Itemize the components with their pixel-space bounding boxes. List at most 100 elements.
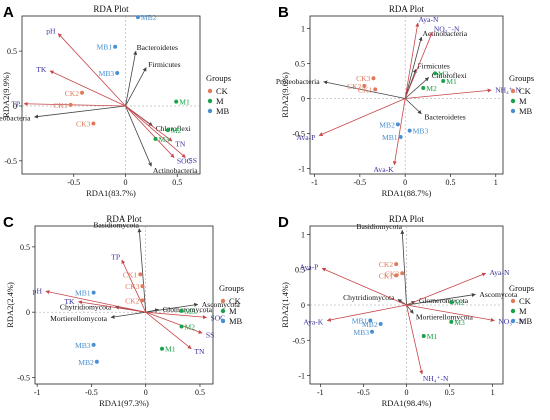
sample-point — [135, 15, 140, 20]
y-axis-label: RDA2(9.9%) — [1, 72, 11, 118]
x-axis-label: RDA1(83.7%) — [86, 188, 136, 198]
y-tick-label: 0.5 — [7, 47, 17, 56]
plot-title: RDA Plot — [106, 214, 142, 224]
x-tick-label: -0.5 — [353, 178, 366, 187]
sample-label: CK1 — [379, 271, 394, 280]
env-vector — [78, 300, 146, 313]
plot-title: RDA Plot — [389, 4, 425, 14]
env-vector — [57, 33, 126, 107]
env-vector-label: Aya-P — [300, 263, 319, 272]
sample-point — [368, 318, 373, 323]
sample-point — [140, 284, 145, 289]
legend-label-ck: CK — [519, 86, 532, 96]
x-tick-label: -0.5 — [85, 388, 98, 397]
x-tick-label: 0.5 — [195, 388, 205, 397]
env-vector-label: TN — [175, 139, 186, 148]
env-vector-label: Aya-N — [489, 268, 509, 277]
legend-title: Groups — [219, 283, 244, 293]
legend-marker-ck — [510, 298, 516, 304]
legend-label-mb: MB — [216, 106, 230, 116]
sample-label: MB2 — [362, 320, 378, 329]
taxa-vector — [125, 105, 152, 167]
env-vector-label: SS — [189, 156, 197, 165]
taxa-vector-label: Chloroflexi — [156, 124, 191, 133]
taxa-vector — [125, 67, 147, 107]
y-tick-label: 0 — [301, 94, 305, 103]
sample-label: M2 — [426, 84, 437, 93]
taxa-vector-label: Actinobacteria — [153, 166, 198, 175]
legend-label-mb: MB — [519, 106, 533, 116]
sample-point — [371, 76, 376, 81]
legend-label-m: M — [216, 96, 224, 106]
taxa-vector — [404, 36, 423, 99]
env-vector — [45, 290, 146, 313]
taxa-vector — [125, 50, 138, 107]
env-vector — [121, 259, 147, 313]
taxa-vector — [34, 105, 126, 119]
sample-point — [421, 334, 426, 339]
env-vector-label: Aya-K — [303, 317, 323, 326]
taxa-vector-label: Glomeromycota — [163, 305, 213, 314]
legend-label-ck: CK — [216, 86, 229, 96]
legend-title: Groups — [509, 283, 534, 293]
sample-label: MB1 — [352, 317, 368, 326]
sample-point — [421, 86, 426, 91]
sample-label: MB1 — [75, 289, 91, 298]
legend-marker-m — [220, 308, 226, 314]
env-vector-label: TN — [194, 347, 205, 356]
legend-title: Groups — [509, 73, 534, 83]
taxa-vector-label: Glomeromycota — [419, 296, 469, 305]
x-axis-label: RDA1(98.4%) — [382, 398, 432, 408]
sample-point — [373, 87, 378, 92]
env-vector-label: pH — [33, 286, 43, 295]
sample-point — [68, 102, 73, 107]
legend-title: Groups — [206, 73, 231, 83]
sample-label: MB2 — [379, 120, 395, 129]
taxa-vector-label: Chytridiomycota — [60, 302, 112, 311]
y-tick-label: -0.5 — [4, 157, 17, 166]
x-tick-label: 0.5 — [445, 178, 455, 187]
x-tick-label: 0 — [403, 178, 407, 187]
sample-point — [113, 44, 118, 49]
legend-marker-mb — [510, 318, 516, 324]
y-tick-label: -0.5 — [17, 373, 30, 382]
sample-label: M1 — [179, 98, 190, 107]
sample-point — [174, 99, 179, 104]
env-vector-label: SOC — [210, 314, 225, 323]
sample-point — [398, 134, 403, 139]
x-tick-label: 1 — [491, 388, 495, 397]
taxa-vector-label: Basidiomycota — [356, 222, 402, 231]
legend-label-m: M — [519, 96, 527, 106]
sample-point — [179, 324, 184, 329]
sample-point — [138, 272, 143, 277]
plot-frame — [309, 15, 504, 175]
env-vector-label: SS — [206, 330, 214, 339]
plot-frame — [21, 15, 201, 175]
sample-label: MB3 — [353, 328, 369, 337]
sample-point — [433, 71, 438, 76]
env-vector — [23, 101, 126, 107]
env-vector — [145, 311, 203, 334]
sample-label: CK2 — [65, 89, 80, 98]
plot-title: RDA Plot — [389, 214, 425, 224]
sample-label: M2 — [454, 298, 465, 307]
rda-panel-c: C RDA Plot -1 -0.5 0 0.5 -0.5 0 0.5 RDA1(97.3%) RD… — [3, 214, 244, 408]
taxa-vector-label: Bacteroidetes — [137, 43, 178, 52]
y-tick-label: -0.5 — [292, 336, 305, 345]
env-vector — [406, 272, 487, 306]
rda-panel-b: B RDA Plot -1 -0.5 0 0.5 1 -1 -0.5 0 0.5 1 RDA1(88.7… — [276, 4, 534, 198]
y-axis-label: RDA2(2.4%) — [5, 282, 15, 328]
taxa-vector-label: Chloroflexi — [432, 71, 467, 80]
x-tick-label: 0 — [405, 388, 409, 397]
sample-point — [362, 83, 367, 88]
taxa-vector — [137, 228, 147, 313]
taxa-vector-label: Firmicutes — [417, 61, 450, 70]
env-vector-label: NH₄⁺-N — [423, 374, 449, 383]
y-tick-label: 0.5 — [295, 60, 305, 69]
sample-point — [179, 308, 184, 313]
sample-label: M2 — [171, 126, 182, 135]
x-tick-label: 1 — [494, 178, 498, 187]
sample-point — [140, 298, 145, 303]
taxa-vector-label: Ascomycota — [202, 300, 241, 309]
y-axis-label: RDA2(9.6%) — [280, 72, 290, 118]
